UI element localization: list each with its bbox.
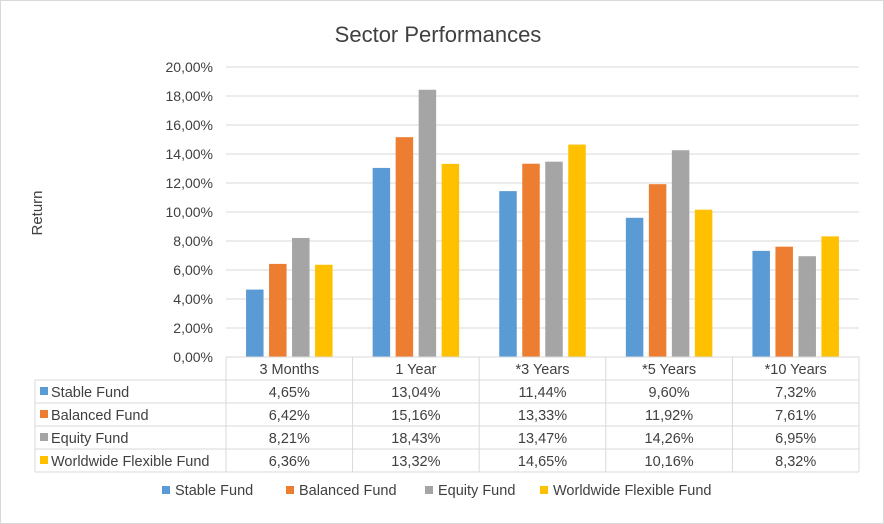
table-legend-key [40, 433, 48, 441]
bar-3-2 [418, 89, 437, 357]
y-tick-label: 14,00% [166, 146, 213, 162]
legend-label: Worldwide Flexible Fund [553, 483, 712, 499]
bar-3-4 [671, 150, 690, 357]
bar-4-5 [821, 236, 839, 357]
legend-label: Stable Fund [175, 483, 253, 499]
table-cell-value: 13,04% [391, 385, 440, 401]
bar-3-5 [798, 256, 816, 357]
y-axis-ticks: 0,00% 2,00% 4,00% 6,00% 8,00% 10,00% 12,00% 14,… [166, 59, 213, 365]
bar-3-1 [292, 237, 310, 357]
legend-key [162, 486, 170, 494]
data-table: 3 Months 1 Year *3 Years *5 Years *10 Years S… [34, 356, 860, 473]
table-cell-value: 4,65% [269, 385, 310, 401]
table-cell-value: 13,47% [518, 431, 567, 447]
y-tick-label: 18,00% [166, 88, 213, 104]
table-cell-value: 13,33% [518, 408, 567, 424]
y-tick-label: 16,00% [166, 117, 213, 133]
bars [246, 89, 839, 357]
legend-key [425, 486, 433, 494]
y-tick-label: 8,00% [173, 233, 213, 249]
table-cell-value: 8,32% [775, 454, 816, 470]
bar-1-3 [499, 191, 517, 357]
table-cell-value: 8,21% [269, 431, 310, 447]
y-tick-label: 4,00% [173, 291, 213, 307]
bar-1-1 [246, 289, 264, 357]
table-legend-key [40, 410, 48, 418]
bar-2-4 [648, 184, 667, 357]
bar-4-3 [568, 144, 586, 357]
bar-1-4 [625, 217, 644, 357]
y-tick-label: 12,00% [166, 175, 213, 191]
y-tick-label: 0,00% [173, 349, 213, 365]
table-cell-value: 11,92% [645, 408, 693, 424]
chart-title: Sector Performances [335, 22, 542, 47]
table-cell-value: 14,26% [645, 431, 694, 447]
legend-label: Equity Fund [438, 483, 515, 499]
bar-2-5 [775, 246, 793, 357]
table-series-name: Balanced Fund [51, 408, 149, 424]
bar-3-3 [545, 161, 563, 357]
table-series-name: Equity Fund [51, 431, 128, 447]
y-tick-label: 20,00% [166, 59, 213, 75]
bar-2-1 [269, 263, 287, 357]
bar-4-2 [441, 163, 460, 357]
bar-2-3 [522, 163, 540, 357]
y-tick-label: 2,00% [173, 320, 213, 336]
table-cell-value: 11,44% [518, 385, 566, 401]
legend-label: Balanced Fund [299, 483, 397, 499]
table-cell-value: 9,60% [649, 385, 690, 401]
y-axis-label: Return [29, 190, 46, 235]
bar-2-2 [395, 137, 414, 357]
table-cell-value: 7,32% [775, 385, 816, 401]
table-cell-value: 6,95% [775, 431, 816, 447]
category-label: 3 Months [259, 362, 319, 378]
bar-1-2 [372, 167, 391, 357]
category-label: *3 Years [515, 362, 569, 378]
table-cell-value: 6,36% [269, 454, 310, 470]
table-cell-value: 6,42% [269, 408, 310, 424]
table-cell-value: 13,32% [391, 454, 440, 470]
bar-1-5 [752, 250, 770, 357]
table-legend-key [40, 387, 48, 395]
legend: Stable Fund Balanced Fund Equity Fund World… [162, 483, 712, 499]
bar-4-1 [315, 264, 333, 357]
table-cell-value: 14,65% [518, 454, 567, 470]
table-cell-value: 18,43% [391, 431, 440, 447]
category-label: *5 Years [642, 362, 696, 378]
table-cell-value: 15,16% [391, 408, 440, 424]
y-tick-label: 6,00% [173, 262, 213, 278]
y-tick-label: 10,00% [166, 204, 213, 220]
legend-key [540, 486, 548, 494]
bar-4-4 [694, 209, 713, 357]
legend-key [286, 486, 294, 494]
table-cell-value: 7,61% [775, 408, 816, 424]
table-series-name: Stable Fund [51, 385, 129, 401]
category-label: *10 Years [765, 362, 827, 378]
table-cell-value: 10,16% [645, 454, 694, 470]
table-series-name: Worldwide Flexible Fund [51, 454, 210, 470]
category-label: 1 Year [395, 362, 436, 378]
table-legend-key [40, 456, 48, 464]
